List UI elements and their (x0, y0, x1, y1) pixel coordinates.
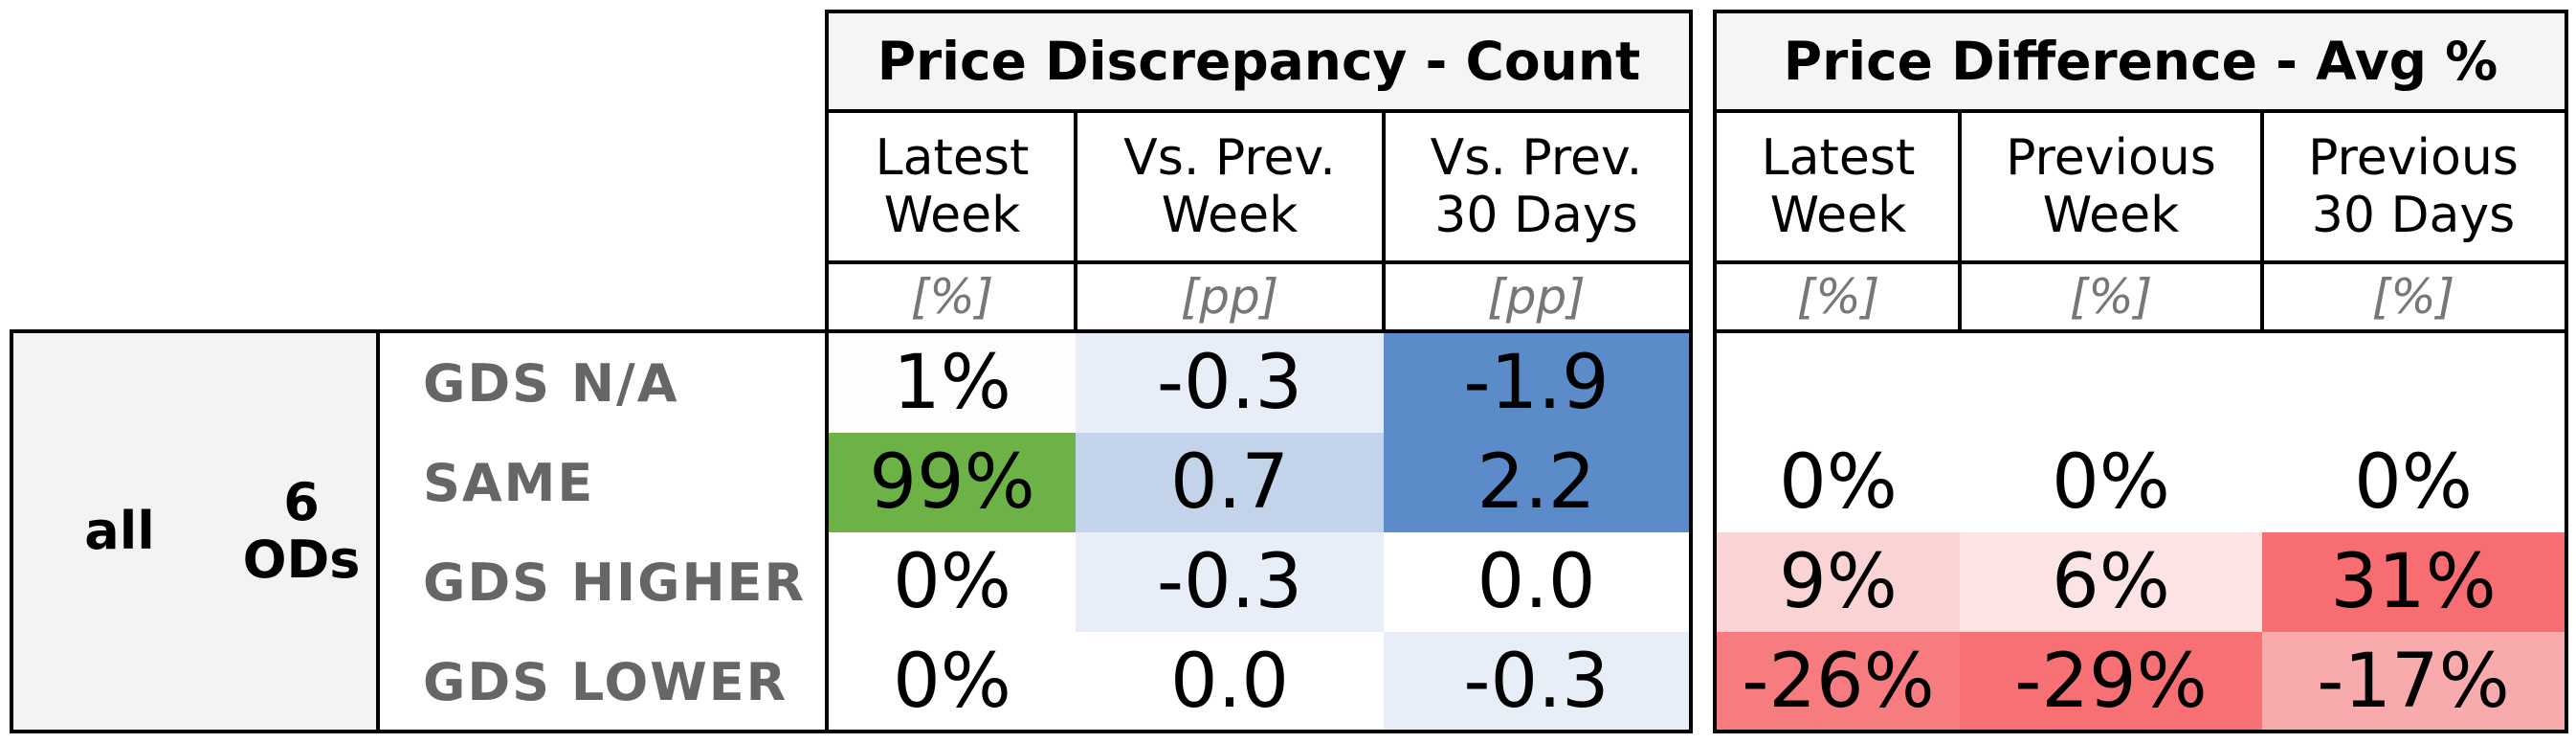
row-label: SAME (423, 452, 595, 513)
table-cell: -26% (1717, 632, 1960, 732)
header-divider (1713, 260, 2568, 264)
group-label-all: all (84, 501, 155, 561)
table-cell: -29% (1960, 632, 2262, 732)
header-divider (825, 260, 1693, 264)
header-divider (2260, 109, 2264, 331)
table-cell: -17% (2262, 632, 2565, 732)
column-label: Latest Week (875, 129, 1030, 244)
table-cell: 1% (829, 333, 1076, 433)
column-unit: [%] (2069, 269, 2153, 325)
column-unit: [%] (1796, 269, 1880, 325)
column-unit: [%] (910, 269, 994, 325)
table-cell: 0% (829, 632, 1076, 732)
column-unit: [%] (2371, 269, 2455, 325)
table-cell: 0.7 (1076, 433, 1384, 532)
column-label: Vs. Prev. Week (1123, 129, 1336, 244)
discrepancy-data-box (825, 329, 1693, 733)
table-cell: 9% (1717, 532, 1960, 632)
column-label: Previous Week (2006, 129, 2216, 244)
table-cell: 0% (1717, 433, 1960, 532)
section-title-difference: Price Difference - Avg % (1713, 10, 2568, 113)
section-title-discrepancy: Price Discrepancy - Count (825, 10, 1693, 113)
table-cell: 2.2 (1384, 433, 1689, 532)
table-cell: -0.3 (1076, 333, 1384, 433)
table-cell: 0% (829, 532, 1076, 632)
header-divider (1074, 109, 1077, 331)
table-cell: 0% (1960, 433, 2262, 532)
difference-data-box (1713, 329, 2568, 733)
table-cell: -0.3 (1384, 632, 1689, 732)
column-label: Latest Week (1761, 129, 1916, 244)
table-cell: 31% (2262, 532, 2565, 632)
row-label-area (380, 333, 826, 730)
table-cell: 6% (1960, 532, 2262, 632)
column-label: Vs. Prev. 30 Days (1430, 129, 1643, 244)
table-cell: -1.9 (1384, 333, 1689, 433)
row-label: GDS N/A (423, 352, 679, 414)
row-label: GDS HIGHER (423, 552, 807, 613)
header-divider (1958, 109, 1962, 331)
row-label: GDS LOWER (423, 651, 788, 712)
table-cell: 0.0 (1076, 632, 1384, 732)
group-label-ods: 6 ODs (242, 472, 361, 590)
column-label: Previous 30 Days (2308, 129, 2519, 244)
table-cell: 0.0 (1384, 532, 1689, 632)
table-cell: -0.3 (1076, 532, 1384, 632)
group-divider (376, 329, 380, 733)
column-unit: [pp] (1180, 269, 1279, 325)
table-cell (1717, 333, 1960, 433)
table-cell (2262, 333, 2565, 433)
table-cell: 99% (829, 433, 1076, 532)
column-unit: [pp] (1487, 269, 1586, 325)
table-cell (1960, 333, 2262, 433)
header-divider (1382, 109, 1386, 331)
table-cell: 0% (2262, 433, 2565, 532)
